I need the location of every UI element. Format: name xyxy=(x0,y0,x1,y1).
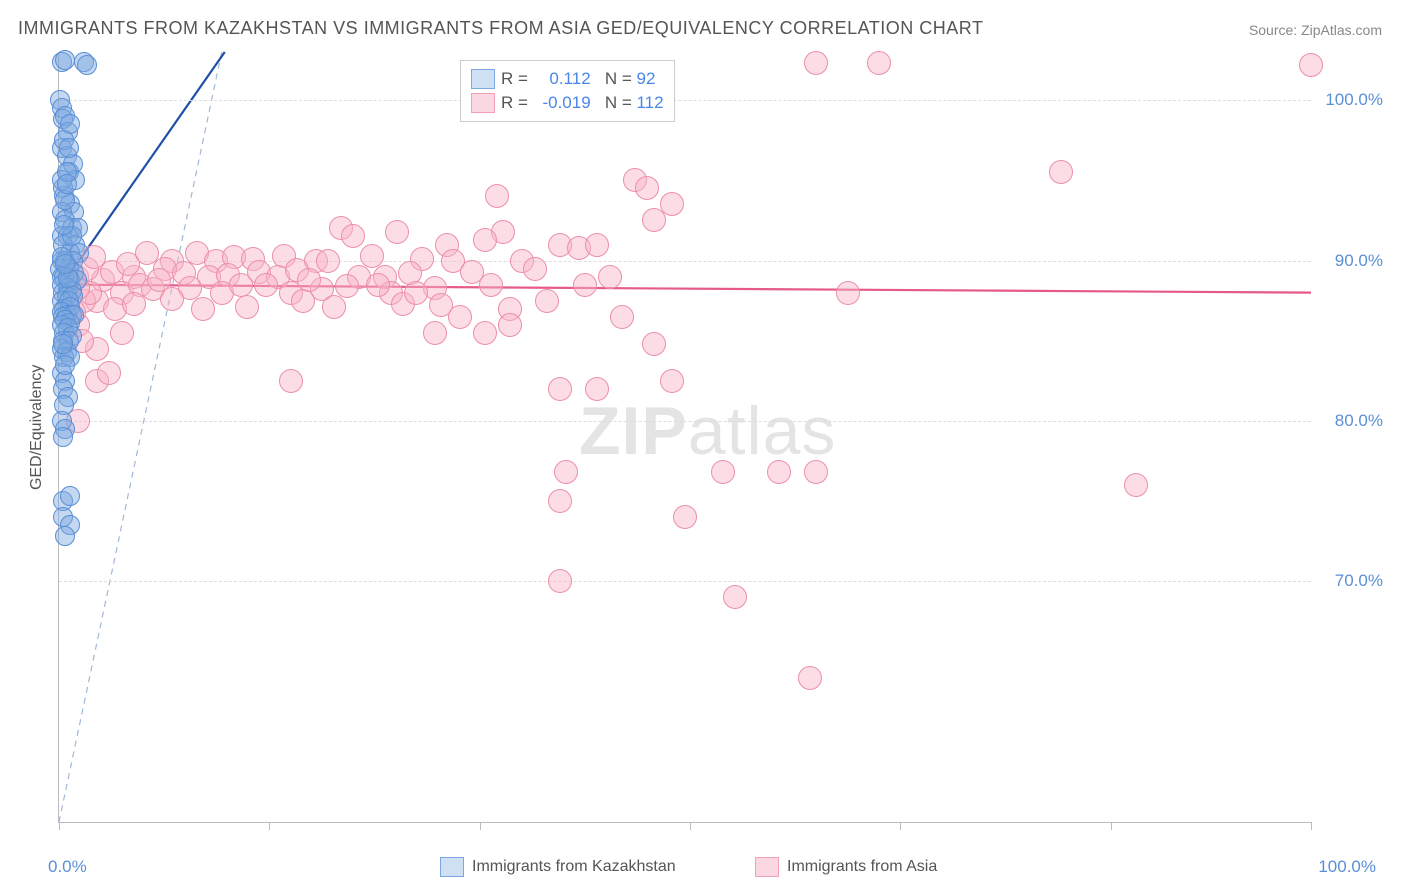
data-point-asia xyxy=(642,208,666,232)
data-point-asia xyxy=(573,273,597,297)
data-point-asia xyxy=(548,377,572,401)
data-point-asia xyxy=(1049,160,1073,184)
data-point-asia xyxy=(448,305,472,329)
grid-line xyxy=(59,421,1311,422)
data-point-asia xyxy=(804,460,828,484)
x-axis-max-label: 100.0% xyxy=(1318,857,1376,877)
data-point-asia xyxy=(135,241,159,265)
data-point-asia xyxy=(1299,53,1323,77)
legend-swatch xyxy=(440,857,464,877)
data-point-asia xyxy=(804,51,828,75)
data-point-kazakhstan xyxy=(55,50,75,70)
data-point-asia xyxy=(523,257,547,281)
data-point-asia xyxy=(254,273,278,297)
y-tick-label: 80.0% xyxy=(1319,411,1383,431)
data-point-asia xyxy=(660,192,684,216)
plot-area: ZIPatlas 70.0%80.0%90.0%100.0% xyxy=(58,52,1311,823)
data-point-asia xyxy=(548,569,572,593)
data-point-asia xyxy=(598,265,622,289)
x-tick xyxy=(269,822,270,830)
legend-series-1: Immigrants from Kazakhstan xyxy=(440,857,676,877)
correlation-legend: R = 0.112 N = 92R = -0.019 N = 112 xyxy=(460,60,675,122)
data-point-asia xyxy=(485,184,509,208)
x-axis-min-label: 0.0% xyxy=(48,857,87,877)
data-point-asia xyxy=(110,321,134,345)
data-point-asia xyxy=(723,585,747,609)
data-point-asia xyxy=(235,295,259,319)
data-point-asia xyxy=(385,220,409,244)
data-point-asia xyxy=(554,460,578,484)
data-point-asia xyxy=(635,176,659,200)
legend-row: R = -0.019 N = 112 xyxy=(471,91,664,115)
legend-swatch xyxy=(755,857,779,877)
y-axis-title: GED/Equivalency xyxy=(28,365,46,490)
y-tick-label: 100.0% xyxy=(1319,90,1383,110)
data-point-asia xyxy=(366,273,390,297)
grid-line xyxy=(59,581,1311,582)
x-tick xyxy=(480,822,481,830)
data-point-kazakhstan xyxy=(60,486,80,506)
x-tick xyxy=(690,822,691,830)
data-point-asia xyxy=(836,281,860,305)
data-point-asia xyxy=(498,313,522,337)
data-point-asia xyxy=(642,332,666,356)
legend-swatch xyxy=(471,69,495,89)
data-point-kazakhstan xyxy=(53,427,73,447)
data-point-asia xyxy=(122,292,146,316)
data-point-asia xyxy=(291,289,315,313)
data-point-kazakhstan xyxy=(55,254,75,274)
data-point-kazakhstan xyxy=(54,215,74,235)
data-point-asia xyxy=(423,321,447,345)
data-point-asia xyxy=(191,297,215,321)
data-point-asia xyxy=(473,321,497,345)
y-tick-label: 90.0% xyxy=(1319,251,1383,271)
x-tick xyxy=(1111,822,1112,830)
source-attribution: Source: ZipAtlas.com xyxy=(1249,22,1382,38)
data-point-asia xyxy=(535,289,559,313)
x-tick xyxy=(1311,822,1312,830)
data-point-kazakhstan xyxy=(77,55,97,75)
chart-title: IMMIGRANTS FROM KAZAKHSTAN VS IMMIGRANTS… xyxy=(18,18,983,39)
data-point-kazakhstan xyxy=(55,355,75,375)
data-point-kazakhstan xyxy=(53,334,73,354)
legend-label: Immigrants from Kazakhstan xyxy=(472,858,676,876)
data-point-asia xyxy=(798,666,822,690)
data-point-asia xyxy=(660,369,684,393)
data-point-kazakhstan xyxy=(57,174,77,194)
data-point-asia xyxy=(404,281,428,305)
data-point-asia xyxy=(767,460,791,484)
data-point-asia xyxy=(335,274,359,298)
data-point-asia xyxy=(585,377,609,401)
data-point-asia xyxy=(711,460,735,484)
legend-row: R = 0.112 N = 92 xyxy=(471,67,664,91)
chart-svg-layer xyxy=(59,52,1311,822)
x-tick xyxy=(59,822,60,830)
data-point-asia xyxy=(1124,473,1148,497)
data-point-asia xyxy=(610,305,634,329)
legend-stats: R = 0.112 N = 92 xyxy=(501,67,655,91)
x-tick xyxy=(900,822,901,830)
data-point-kazakhstan xyxy=(59,138,79,158)
data-point-asia xyxy=(341,224,365,248)
data-point-asia xyxy=(867,51,891,75)
grid-line xyxy=(59,100,1311,101)
data-point-asia xyxy=(97,361,121,385)
y-tick-label: 70.0% xyxy=(1319,571,1383,591)
data-point-asia xyxy=(279,369,303,393)
legend-series-2: Immigrants from Asia xyxy=(755,857,937,877)
data-point-asia xyxy=(229,273,253,297)
data-point-asia xyxy=(673,505,697,529)
data-point-kazakhstan xyxy=(55,526,75,546)
data-point-asia xyxy=(147,268,171,292)
data-point-asia xyxy=(322,295,346,319)
data-point-asia xyxy=(479,273,503,297)
data-point-asia xyxy=(473,228,497,252)
data-point-asia xyxy=(297,268,321,292)
legend-label: Immigrants from Asia xyxy=(787,858,937,876)
data-point-asia xyxy=(548,489,572,513)
legend-swatch xyxy=(471,93,495,113)
data-point-asia xyxy=(316,249,340,273)
data-point-asia xyxy=(585,233,609,257)
legend-stats: R = -0.019 N = 112 xyxy=(501,91,664,115)
